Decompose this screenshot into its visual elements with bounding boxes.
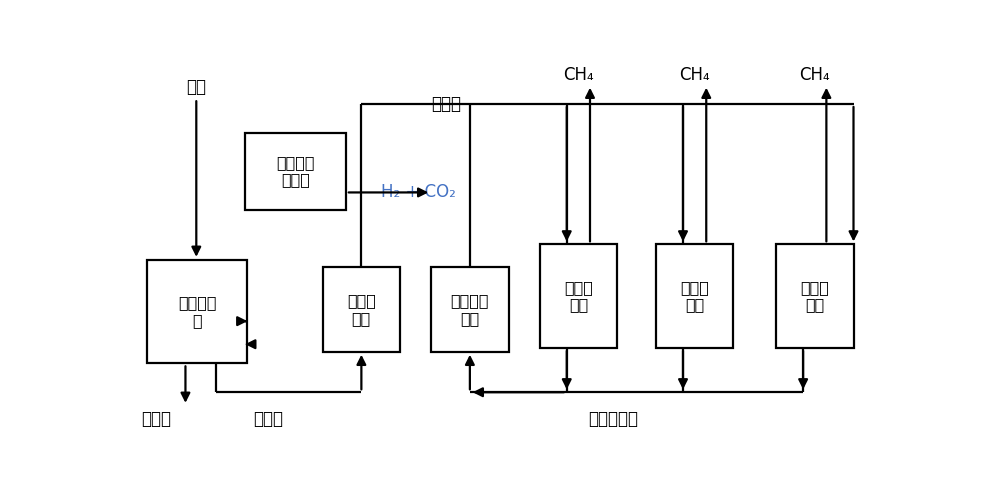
Bar [656, 245, 733, 348]
Bar [776, 245, 854, 348]
Text: 甲烷化缓
冲罐: 甲烷化缓 冲罐 [451, 293, 489, 326]
Bar [323, 267, 400, 352]
Text: 固体渣: 固体渣 [141, 410, 171, 428]
Bar [147, 259, 247, 363]
Text: 甲烷反
应器: 甲烷反 应器 [564, 280, 593, 312]
Text: 酸化液: 酸化液 [432, 95, 462, 113]
Text: 酸化缓
冲罐: 酸化缓 冲罐 [347, 293, 376, 326]
Bar [431, 267, 509, 352]
Text: 酸化气体
储存罐: 酸化气体 储存罐 [276, 155, 315, 188]
Text: 酸化反应
器: 酸化反应 器 [178, 295, 216, 328]
Text: 原料: 原料 [186, 78, 206, 96]
Text: H₂ + CO₂: H₂ + CO₂ [381, 184, 456, 202]
Text: 甲烷反
应器: 甲烷反 应器 [800, 280, 829, 312]
Text: CH₄: CH₄ [799, 66, 830, 84]
Text: 甲烷消化液: 甲烷消化液 [588, 410, 638, 428]
Text: 酸化液: 酸化液 [253, 410, 283, 428]
Text: 甲烷反
应器: 甲烷反 应器 [680, 280, 709, 312]
Text: CH₄: CH₄ [679, 66, 710, 84]
Bar [245, 133, 346, 210]
Text: CH₄: CH₄ [563, 66, 594, 84]
Bar [540, 245, 617, 348]
